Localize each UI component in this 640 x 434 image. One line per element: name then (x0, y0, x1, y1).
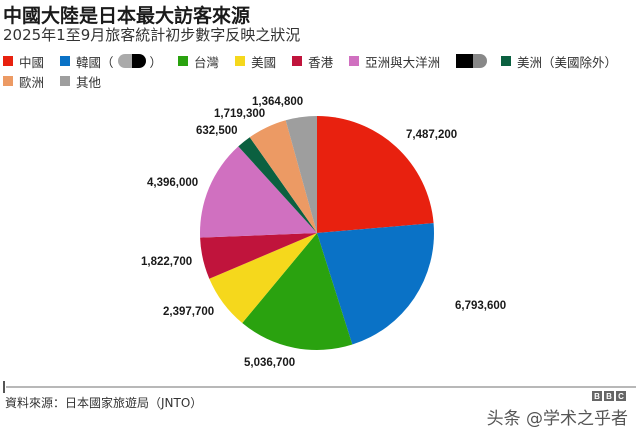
pie-slice (249, 120, 317, 233)
legend-row-2: 歐洲 其他 (3, 71, 633, 91)
legend-label: 香港 (308, 54, 334, 70)
legend-item-taiwan: 台灣 (178, 52, 219, 71)
chart-legend: 中國 韓國（ ） 台灣 美國 香港 亞洲與大洋洲 美洲（美國除外） (3, 51, 633, 91)
watermark: 头条 @学术之乎者 (486, 409, 628, 429)
legend-item-usa: 美國 (235, 52, 276, 71)
pie-labels: 7,487,200 6,793,600 5,036,700 2,397,700 … (141, 96, 506, 369)
pie-slice (242, 233, 353, 350)
legend-item-china: 中國 (3, 52, 44, 71)
legend-swatch (235, 56, 246, 66)
legend-item-europe: 歐洲 (3, 72, 44, 91)
label-americas: 632,500 (196, 125, 238, 137)
source-note: 資料來源：日本國家旅遊局（JNTO） (5, 396, 203, 410)
legend-item-americas: 美洲（美國除外） (500, 52, 617, 71)
legend-swatch (292, 56, 303, 66)
legend-swatch (178, 56, 189, 66)
chart-title: 中國大陸是日本最大訪客來源 (3, 5, 251, 27)
label-europe: 1,719,300 (214, 108, 265, 120)
legend-swatch (349, 56, 360, 66)
pie-slice (317, 223, 435, 345)
legend-label: 其他 (76, 74, 102, 90)
legend-swatch (60, 76, 71, 86)
label-china: 7,487,200 (406, 129, 457, 141)
legend-item-other: 其他 (60, 72, 101, 91)
legend-row-1: 中國 韓國（ ） 台灣 美國 香港 亞洲與大洋洲 美洲（美國除外） (3, 51, 633, 71)
label-hongkong: 1,822,700 (141, 256, 192, 268)
legend-item-asia-oceania: 亞洲與大洋洲 (349, 52, 440, 71)
pie-slice (209, 233, 317, 323)
legend-swatch (60, 56, 71, 66)
legend-label: 中國 (19, 54, 45, 70)
legend-label: 美洲（美國除外） (516, 54, 617, 70)
bbc-logo: B B C (592, 391, 626, 401)
divider-line (6, 386, 636, 388)
pie-slice (200, 146, 317, 238)
label-korea: 6,793,600 (455, 300, 506, 312)
label-usa: 2,397,700 (163, 306, 214, 318)
pie-slice (317, 116, 434, 233)
obscured-mark (117, 54, 146, 68)
legend-label: 韓國（ (76, 54, 114, 70)
legend-swatch (3, 56, 13, 66)
legend-label: 美國 (251, 54, 277, 70)
legend-label: 亞洲與大洋洲 (365, 54, 441, 70)
legend-item-korea: 韓國（ ） (60, 52, 162, 71)
label-other: 1,364,800 (252, 96, 303, 108)
pie-slice (285, 116, 317, 233)
label-asia-oceania: 4,396,000 (147, 177, 198, 189)
pie-slice (238, 137, 317, 233)
label-taiwan: 5,036,700 (244, 357, 295, 369)
legend-swatch (3, 76, 13, 86)
pie-slice (200, 233, 317, 279)
pie-slices (200, 116, 435, 350)
obscured-mark (456, 54, 487, 68)
legend-label: 歐洲 (19, 74, 45, 90)
chart-subtitle: 2025年1至9月旅客統計初步數字反映之狀況 (3, 26, 301, 44)
legend-swatch (500, 56, 511, 66)
legend-label: 台灣 (194, 54, 220, 70)
legend-item-hongkong: 香港 (292, 52, 333, 71)
divider-tick (3, 381, 5, 393)
